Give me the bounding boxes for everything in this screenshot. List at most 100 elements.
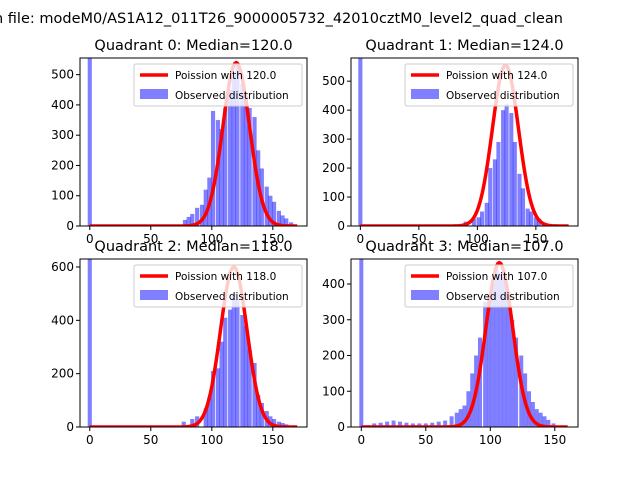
x-tick-label: 0 bbox=[357, 433, 365, 447]
y-tick-label: 0 bbox=[337, 219, 345, 233]
histogram-bar bbox=[280, 215, 285, 226]
y-tick-label: 200 bbox=[322, 161, 345, 175]
histogram-bar bbox=[276, 210, 282, 226]
histogram-bar bbox=[190, 419, 195, 427]
y-tick-label: 200 bbox=[322, 349, 345, 363]
legend: Poission with 124.0 Observed distribution bbox=[404, 63, 574, 107]
histogram-bar bbox=[477, 337, 482, 427]
histogram-bar bbox=[480, 211, 485, 226]
histogram-bar bbox=[546, 419, 551, 427]
x-tick-label: 50 bbox=[418, 433, 433, 447]
histogram-bar bbox=[256, 395, 261, 427]
histogram-bar bbox=[87, 259, 92, 427]
histogram-bar bbox=[494, 269, 499, 427]
chart-panel-3: 0 50 100 150 0 100 200 300 400 Quadrant 3: Median… bbox=[322, 239, 579, 447]
y-tick-label: 500 bbox=[322, 74, 345, 88]
histogram-bar bbox=[391, 420, 396, 427]
legend-box bbox=[133, 63, 303, 107]
y-tick-label: 100 bbox=[322, 384, 345, 398]
histogram-bar bbox=[476, 217, 481, 226]
legend-label-fit: Poission with 107.0 bbox=[446, 271, 547, 283]
histogram-bar bbox=[534, 409, 539, 427]
histogram-bar bbox=[530, 401, 535, 427]
histogram-bar bbox=[398, 421, 403, 427]
x-tick-label: 50 bbox=[143, 232, 158, 246]
legend-box bbox=[133, 264, 303, 308]
axes-frame bbox=[79, 57, 308, 227]
histogram-bar bbox=[235, 65, 240, 226]
histogram-bar bbox=[186, 216, 191, 226]
legend-bar-swatch bbox=[411, 89, 439, 99]
histogram-bar bbox=[490, 284, 495, 427]
histogram-bar bbox=[268, 195, 273, 226]
histogram-bar bbox=[512, 142, 517, 226]
histogram-bar bbox=[466, 391, 471, 427]
x-tick-label: 150 bbox=[261, 232, 284, 246]
histogram-bar bbox=[210, 371, 216, 427]
histogram-bar bbox=[542, 416, 547, 427]
chart-title: Quadrant 3: Median=107.0 bbox=[365, 239, 563, 255]
x-tick-label: 0 bbox=[86, 232, 94, 246]
y-tick-label: 400 bbox=[322, 103, 345, 117]
legend-label-observed: Observed distribution bbox=[446, 90, 560, 102]
histogram-bar bbox=[240, 315, 245, 427]
histogram-bars bbox=[358, 58, 547, 226]
histogram-bar bbox=[87, 58, 92, 226]
histogram-bar bbox=[458, 409, 463, 427]
x-tick-label: 100 bbox=[200, 433, 223, 447]
y-tick-label: 0 bbox=[66, 219, 74, 233]
histogram-bar bbox=[195, 207, 200, 226]
legend-box bbox=[404, 63, 574, 107]
histogram-bar bbox=[487, 294, 492, 427]
y-tick-label: 0 bbox=[337, 420, 345, 434]
histogram-bar bbox=[289, 222, 294, 226]
chart-title: Quadrant 2: Median=118.0 bbox=[94, 239, 292, 255]
histogram-bar bbox=[276, 421, 282, 427]
x-tick-label: 50 bbox=[143, 433, 158, 447]
legend-label-observed: Observed distribution bbox=[175, 291, 289, 303]
histogram-bar bbox=[538, 412, 543, 427]
histogram-bar bbox=[228, 89, 233, 226]
histogram-bar bbox=[529, 211, 534, 226]
histogram-bar bbox=[264, 186, 269, 226]
histogram-bars bbox=[87, 58, 294, 226]
y-tick-label: 0 bbox=[66, 420, 74, 434]
histogram-bar bbox=[430, 422, 435, 427]
y-tick-label: 300 bbox=[51, 128, 74, 142]
legend-bar-swatch bbox=[411, 290, 439, 300]
legend-label-fit: Poission with 124.0 bbox=[446, 70, 547, 82]
histogram-bars bbox=[87, 259, 294, 427]
y-tick-label: 500 bbox=[51, 68, 74, 82]
x-tick-label: 150 bbox=[524, 232, 547, 246]
histogram-bar bbox=[235, 299, 240, 427]
chart-panel-2: 0 50 100 150 0 200 400 600 Quadrant 2: Median=11… bbox=[51, 239, 308, 447]
y-tick-label: 200 bbox=[51, 158, 74, 172]
histogram-bar bbox=[501, 110, 506, 226]
histogram-bar bbox=[240, 83, 245, 226]
histogram-bar bbox=[533, 217, 538, 226]
histogram-bar bbox=[504, 104, 509, 226]
poisson-fit-line bbox=[361, 260, 569, 427]
y-tick-label: 400 bbox=[51, 313, 74, 327]
histogram-bar bbox=[215, 368, 220, 427]
histogram-bar bbox=[509, 113, 514, 226]
histogram-bar bbox=[520, 188, 526, 226]
y-tick-label: 300 bbox=[322, 132, 345, 146]
histogram-bar bbox=[259, 403, 264, 427]
histogram-bar bbox=[436, 421, 441, 427]
chart-panel-0: 0 50 100 150 0 100 200 300 400 500 Quadrant 0: Med… bbox=[51, 38, 308, 246]
histogram-bar bbox=[385, 421, 390, 427]
histogram-bar bbox=[484, 202, 489, 226]
histogram-bar bbox=[462, 405, 467, 427]
histogram-bar bbox=[410, 423, 415, 427]
histogram-bar bbox=[231, 74, 236, 226]
y-tick-label: 400 bbox=[51, 98, 74, 112]
chart-panel-1: 0 50 100 150 0 100 200 300 400 500 Quadrant 1: Med… bbox=[322, 38, 579, 246]
x-tick-label: 150 bbox=[543, 433, 566, 447]
histogram-bar bbox=[203, 189, 208, 226]
histogram-bar bbox=[199, 204, 205, 226]
histogram-bar bbox=[231, 293, 236, 427]
chart-title: Quadrant 0: Median=120.0 bbox=[94, 38, 292, 54]
legend: Poission with 120.0 Observed distribution bbox=[133, 63, 303, 107]
